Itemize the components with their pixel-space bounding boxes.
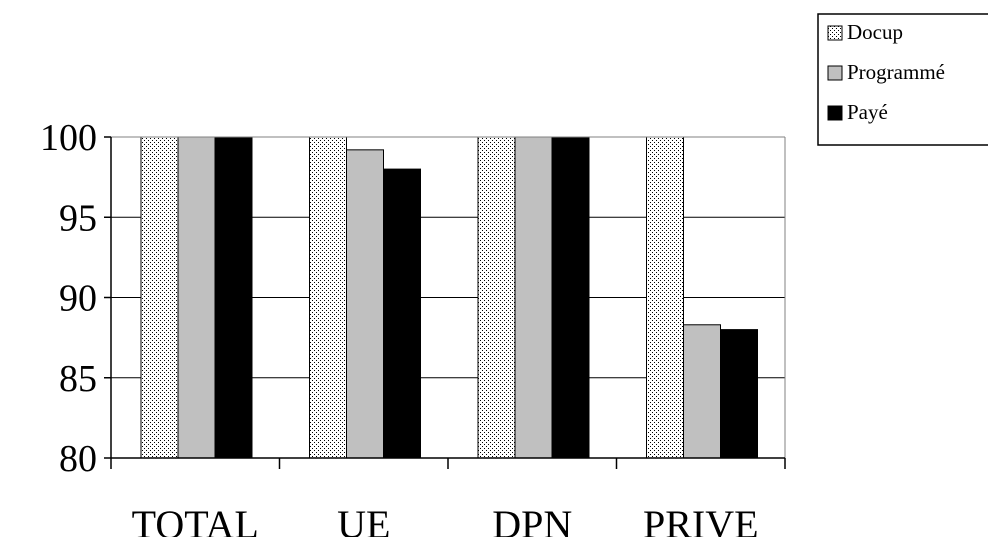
bar-prive-1 bbox=[683, 324, 721, 459]
y-tick-label: 100 bbox=[40, 117, 97, 159]
bar-prive-2 bbox=[720, 329, 758, 459]
legend-swatch bbox=[827, 65, 843, 81]
legend-label: Docup bbox=[847, 20, 903, 44]
bar-total-2 bbox=[214, 136, 253, 459]
legend: Docup Programmé Payé bbox=[817, 13, 988, 146]
y-tick-label: 95 bbox=[59, 197, 97, 239]
x-category-label: TOTAL bbox=[132, 502, 259, 537]
bar-ue-2 bbox=[383, 168, 421, 459]
legend-label: Programmé bbox=[847, 60, 945, 84]
y-tick-label: 90 bbox=[59, 278, 97, 320]
x-category-label: UE bbox=[337, 502, 390, 537]
bar-dpn-0 bbox=[477, 136, 516, 459]
bar-ue-1 bbox=[346, 149, 384, 459]
x-category-label: DPN bbox=[492, 502, 572, 537]
bar-dpn-1 bbox=[514, 136, 553, 459]
bar-total-0 bbox=[140, 136, 179, 459]
legend-swatch bbox=[827, 105, 843, 121]
axes: 80 85 90 95 100 TOTAL UE DPN PRIVE bbox=[40, 117, 786, 542]
bar-ue-0 bbox=[309, 136, 347, 459]
x-category-label: PRIVE bbox=[643, 502, 759, 537]
bar-prive-0 bbox=[646, 136, 684, 459]
y-tick-label: 80 bbox=[59, 438, 97, 480]
legend-label: Payé bbox=[847, 100, 888, 124]
y-tick-label: 85 bbox=[59, 358, 97, 400]
bar-total-1 bbox=[177, 136, 216, 459]
bars bbox=[140, 136, 758, 459]
legend-swatch bbox=[827, 25, 843, 41]
bar-dpn-2 bbox=[551, 136, 590, 459]
legend-box bbox=[817, 13, 988, 146]
